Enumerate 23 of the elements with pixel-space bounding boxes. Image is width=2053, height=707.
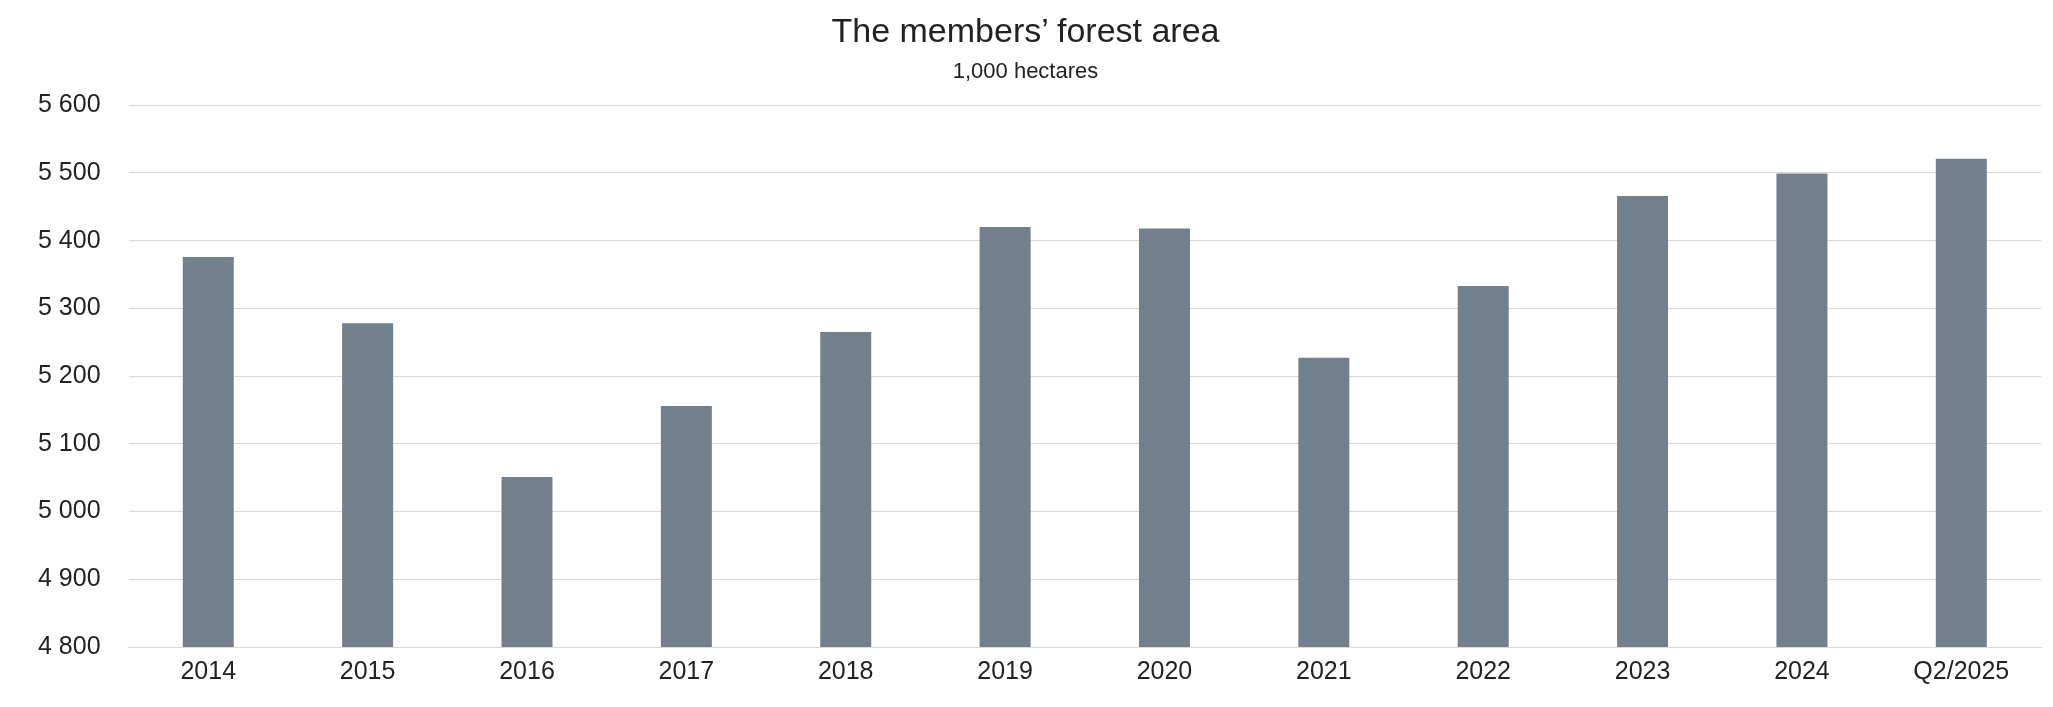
x-tick-label: 2016 — [499, 655, 555, 684]
x-tick-label: 2019 — [977, 655, 1033, 684]
x-tick-label: 2021 — [1296, 655, 1352, 684]
x-tick-label: 2024 — [1774, 655, 1830, 684]
y-tick-label: 4 800 — [38, 630, 101, 659]
x-tick-label: 2018 — [817, 655, 874, 684]
x-tick-label: Q2/2025 — [1913, 655, 2010, 684]
y-tick-label: 5 000 — [38, 495, 101, 524]
x-tick-label: 2014 — [180, 655, 237, 684]
chart-subtitle: 1,000 hectares — [952, 58, 1099, 84]
x-tick-label: 2020 — [1136, 655, 1193, 684]
y-tick-label: 4 900 — [38, 563, 101, 592]
x-tick-label: 2023 — [1614, 655, 1671, 684]
y-tick-label: 5 100 — [38, 427, 101, 456]
x-tick-label: 2022 — [1455, 655, 1512, 684]
y-tick-label: 5 600 — [38, 89, 101, 118]
y-tick-label: 5 400 — [38, 224, 101, 253]
x-tick-label: 2017 — [658, 655, 715, 684]
chart-title: The members’ forest area — [831, 10, 1220, 49]
y-tick-label: 5 300 — [38, 292, 101, 321]
y-tick-label: 5 500 — [38, 156, 101, 185]
x-tick-label: 2015 — [339, 655, 396, 684]
y-tick-label: 5 200 — [38, 359, 101, 388]
